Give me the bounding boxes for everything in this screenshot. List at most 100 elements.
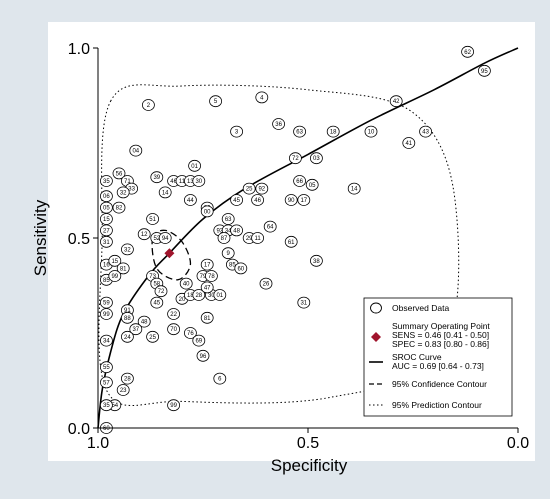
data-point-label: 24 bbox=[124, 335, 131, 341]
data-point-marker bbox=[347, 182, 361, 195]
data-point: 27 bbox=[100, 224, 113, 237]
data-point-label: 40 bbox=[183, 282, 190, 288]
data-point: 88 bbox=[121, 311, 134, 324]
data-point: 45 bbox=[230, 194, 244, 206]
data-point: 44 bbox=[183, 194, 197, 206]
data-point-label: 30 bbox=[195, 179, 202, 185]
data-point-marker bbox=[154, 285, 168, 298]
data-point-label: 48 bbox=[141, 320, 148, 326]
data-point-marker bbox=[116, 262, 130, 275]
data-point-label: 14 bbox=[162, 190, 169, 196]
data-point-marker bbox=[146, 330, 160, 343]
data-point: 41 bbox=[402, 137, 416, 149]
data-point-label: 45 bbox=[233, 198, 240, 204]
data-point: 69 bbox=[192, 334, 206, 347]
data-point-marker bbox=[221, 247, 235, 260]
data-point-marker bbox=[284, 194, 298, 206]
data-point-marker bbox=[150, 296, 164, 309]
data-point: 66 bbox=[293, 175, 307, 187]
data-point-marker bbox=[200, 205, 214, 218]
data-point-marker bbox=[183, 194, 197, 206]
data-point-marker bbox=[251, 194, 265, 206]
data-point-label: 95 bbox=[481, 69, 488, 75]
data-point-label: 59 bbox=[103, 301, 110, 307]
data-point-label: 32 bbox=[124, 247, 131, 253]
data-point: 37 bbox=[129, 323, 143, 336]
x-axis-title: Specificity bbox=[271, 456, 348, 475]
data-point-label: 54 bbox=[111, 403, 118, 409]
data-point-marker bbox=[297, 194, 311, 206]
data-point: 96 bbox=[196, 349, 210, 362]
data-point-label: 60 bbox=[237, 266, 244, 272]
data-point-marker bbox=[188, 159, 202, 172]
data-point-label: 41 bbox=[405, 141, 412, 147]
data-point-marker bbox=[419, 125, 433, 138]
data-point-label: 81 bbox=[204, 316, 211, 322]
data-point-marker bbox=[402, 137, 416, 149]
data-point-label: 11 bbox=[179, 179, 186, 185]
data-point: 31 bbox=[297, 296, 311, 309]
x-tick-label: 0.0 bbox=[507, 435, 529, 452]
confidence-contour bbox=[151, 229, 192, 281]
data-point: 57 bbox=[100, 376, 113, 389]
data-point: 3 bbox=[230, 125, 244, 138]
data-point: 72 bbox=[154, 285, 168, 298]
data-point: 32 bbox=[121, 243, 134, 256]
data-point: 01 bbox=[213, 289, 227, 301]
data-point-label: 73 bbox=[149, 274, 156, 280]
data-point-label: 34 bbox=[225, 228, 232, 234]
data-point-label: 90 bbox=[288, 198, 295, 204]
data-point-marker bbox=[242, 182, 256, 195]
data-point-label: 15 bbox=[111, 259, 118, 265]
data-point-marker bbox=[100, 224, 113, 237]
data-point: 28 bbox=[121, 372, 134, 385]
data-point-label: 99 bbox=[111, 274, 118, 280]
data-point-marker bbox=[137, 228, 151, 241]
data-point-label: 62 bbox=[464, 50, 471, 56]
data-point-marker bbox=[121, 372, 134, 385]
data-point-label: 66 bbox=[296, 179, 303, 185]
prediction-contour-group bbox=[98, 84, 460, 406]
data-point-marker bbox=[100, 399, 113, 412]
data-point-label: 94 bbox=[162, 236, 169, 242]
data-point-label: 87 bbox=[221, 236, 228, 242]
data-point-marker bbox=[108, 270, 122, 282]
x-tick-label: 0.5 bbox=[297, 435, 319, 452]
legend-box bbox=[363, 297, 513, 417]
data-point-label: 22 bbox=[170, 312, 177, 318]
data-point-marker bbox=[230, 224, 244, 237]
legend-summary-symbol bbox=[371, 332, 381, 342]
data-point-label: 45 bbox=[153, 301, 160, 307]
confidence-contour-group bbox=[151, 229, 192, 281]
data-point-marker bbox=[255, 91, 269, 104]
data-point-marker bbox=[461, 45, 475, 58]
data-point: 94 bbox=[158, 232, 172, 244]
data-point-label: 31 bbox=[103, 240, 110, 246]
data-point-marker bbox=[234, 262, 248, 275]
data-point-label: 15 bbox=[103, 217, 110, 223]
axes bbox=[93, 47, 519, 433]
data-point-label: 72 bbox=[158, 289, 165, 295]
data-point-marker bbox=[150, 171, 164, 184]
data-point-label: 34 bbox=[103, 339, 110, 345]
data-point-label: 60 bbox=[103, 426, 110, 432]
legend-summary-spec: SPEC = 0.83 [0.80 - 0.86] bbox=[392, 339, 489, 349]
data-point-label: 46 bbox=[170, 179, 177, 185]
data-point-marker bbox=[129, 323, 143, 336]
data-point-label: 71 bbox=[124, 179, 131, 185]
data-point-marker bbox=[263, 220, 277, 233]
data-point: 35 bbox=[100, 175, 113, 187]
data-point-label: 92 bbox=[258, 187, 265, 193]
data-point: 14 bbox=[347, 182, 361, 195]
data-point-label: 91 bbox=[124, 308, 131, 314]
data-point: 64 bbox=[263, 220, 277, 233]
data-point-marker bbox=[167, 399, 181, 412]
data-point-label: 16 bbox=[103, 263, 110, 269]
legend-sroc-auc: AUC = 0.69 [0.64 - 0.73] bbox=[392, 361, 484, 371]
data-point-marker bbox=[288, 152, 302, 165]
data-point-marker bbox=[158, 232, 172, 244]
data-point-label: 85 bbox=[229, 263, 236, 269]
data-point: 32 bbox=[116, 186, 130, 199]
data-point-label: 25 bbox=[149, 335, 156, 341]
data-point-label: 28 bbox=[195, 293, 202, 299]
